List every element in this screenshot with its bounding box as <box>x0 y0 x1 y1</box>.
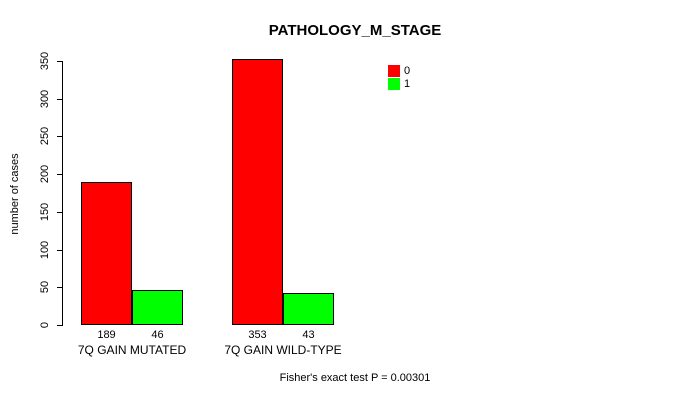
y-tick-mark <box>57 136 62 138</box>
legend-color-swatch <box>388 78 400 90</box>
y-tick-label: 200 <box>39 164 51 184</box>
y-tick-mark <box>57 98 62 100</box>
legend-entry: 0 <box>388 65 410 77</box>
bar <box>81 182 132 325</box>
bar-value-label: 353 <box>248 329 267 341</box>
chart-title: PATHOLOGY_M_STAGE <box>268 22 442 39</box>
y-tick-label: 300 <box>39 89 51 108</box>
y-tick-mark <box>57 211 62 213</box>
bar-value-label: 46 <box>151 329 164 341</box>
y-tick-mark <box>57 325 62 326</box>
legend-entry: 1 <box>388 78 410 90</box>
y-tick-label: 50 <box>39 281 51 294</box>
y-tick-label: 350 <box>39 51 51 71</box>
y-axis-line <box>62 61 63 326</box>
bar <box>232 59 283 325</box>
category-label: 7Q GAIN MUTATED <box>77 343 187 357</box>
category-label: 7Q GAIN WILD-TYPE <box>224 343 342 357</box>
legend-label: 0 <box>404 65 411 77</box>
y-tick-label: 250 <box>39 127 51 146</box>
y-tick-label: 0 <box>39 321 51 329</box>
y-tick-mark <box>57 61 62 62</box>
y-tick-mark <box>57 174 62 176</box>
y-tick-label: 100 <box>39 240 51 259</box>
y-axis-title: number of cases <box>9 153 21 235</box>
fisher-test-note: Fisher's exact test P = 0.00301 <box>279 372 431 384</box>
bar-value-label: 189 <box>97 329 116 341</box>
bar-value-label: 43 <box>302 329 315 341</box>
bar <box>283 293 334 325</box>
y-tick-mark <box>57 249 62 251</box>
y-tick-mark <box>57 287 62 289</box>
bar <box>132 290 183 325</box>
legend-color-swatch <box>388 65 400 77</box>
legend-label: 1 <box>404 78 411 90</box>
y-tick-label: 150 <box>39 202 51 222</box>
